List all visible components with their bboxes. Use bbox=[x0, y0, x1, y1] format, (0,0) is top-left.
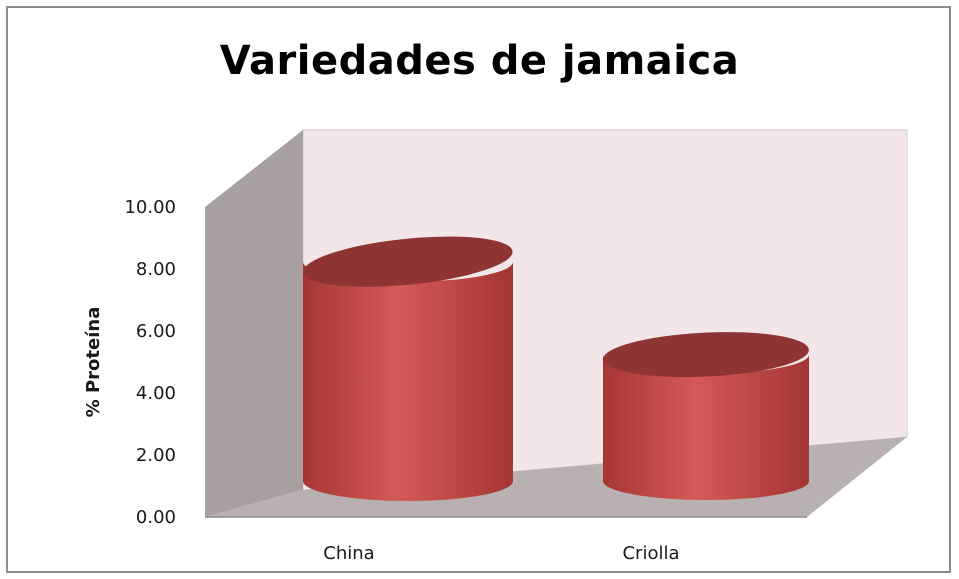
y-tick-label-2: 4.00 bbox=[136, 383, 176, 404]
bar-top-1 bbox=[603, 332, 809, 378]
y-axis-label: % Proteína bbox=[83, 307, 104, 418]
bar-body-0 bbox=[303, 261, 513, 501]
y-axis: 0.00 2.00 4.00 6.00 8.00 10.00 bbox=[124, 197, 176, 528]
side-wall bbox=[205, 130, 303, 517]
chart-title: Variedades de jamaica bbox=[219, 38, 740, 84]
x-axis: China Criolla bbox=[323, 543, 679, 564]
bar-china bbox=[303, 236, 513, 501]
y-tick-label-5: 10.00 bbox=[124, 197, 176, 218]
category-label-criolla: Criolla bbox=[622, 543, 679, 564]
bars bbox=[303, 236, 809, 501]
bar-top-0 bbox=[303, 236, 513, 287]
bar-criolla bbox=[603, 332, 809, 500]
bar-body-1 bbox=[603, 354, 809, 500]
y-tick-label-0: 0.00 bbox=[136, 507, 176, 528]
y-tick-label-1: 2.00 bbox=[136, 445, 176, 466]
y-tick-label-4: 8.00 bbox=[136, 259, 176, 280]
y-tick-label-3: 6.00 bbox=[136, 321, 176, 342]
category-label-china: China bbox=[323, 543, 374, 564]
